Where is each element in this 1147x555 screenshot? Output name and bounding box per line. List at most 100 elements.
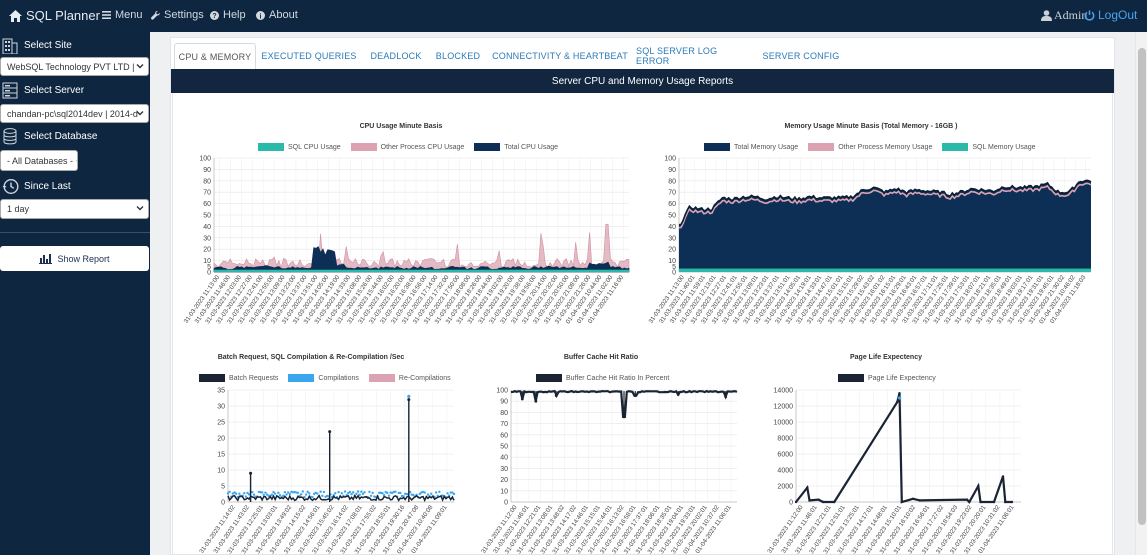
buffer-dip-point — [534, 399, 538, 403]
compilation-point — [322, 490, 326, 494]
select-site-label: Select Site — [0, 35, 72, 55]
y-tick-label: 50 — [203, 213, 211, 220]
compilation-point — [451, 491, 454, 494]
tab-connectivity-heartbeat[interactable]: CONNECTIVITY & HEARTBEAT — [492, 51, 628, 61]
buffer-dip-point — [520, 397, 524, 401]
compilation-point — [296, 491, 300, 494]
nav-menu-label: Menu — [115, 9, 143, 21]
compilation-point — [434, 491, 438, 494]
y-tick-label: 40 — [203, 224, 211, 231]
nav-about[interactable]: i About — [256, 9, 298, 21]
compilation-point — [348, 490, 352, 494]
legend-item[interactable]: Buffer Cache Hit Ratio In Percent — [536, 374, 669, 382]
tab-executed-queries[interactable]: EXECUTED QUERIES — [261, 51, 357, 61]
batch-spike-point — [328, 430, 332, 434]
tab-blocked[interactable]: BLOCKED — [435, 51, 481, 61]
compilation-peak-point — [407, 394, 411, 398]
y-tick-label: 20 — [217, 436, 225, 443]
legend-swatch — [350, 143, 377, 151]
y-tick-label: 80 — [668, 178, 676, 185]
legend-item[interactable]: Total CPU Usage — [474, 143, 558, 151]
legend-item[interactable]: Batch Requests — [199, 374, 278, 382]
sql-memory-area — [679, 268, 1091, 272]
y-tick-label: 100 — [664, 156, 676, 163]
ple-point — [808, 499, 811, 502]
legend-item[interactable]: Re-Compilations — [368, 374, 451, 382]
compilation-point — [418, 492, 422, 496]
tab-cpu-memory[interactable]: CPU & MEMORY — [174, 43, 256, 69]
compilation-point — [226, 492, 230, 495]
svg-text:i: i — [260, 13, 262, 20]
legend-item[interactable]: SQL Memory Usage — [942, 143, 1036, 151]
legend-item[interactable]: Total Memory Usage — [704, 143, 798, 151]
top-navbar: SQL Planner Menu Settings ? Help i About… — [0, 0, 1147, 32]
compilation-point — [438, 490, 441, 493]
legend-item[interactable]: Page Life Expectency — [838, 374, 936, 382]
since-last-select[interactable]: 1 day — [0, 199, 149, 219]
y-tick-label: 5 — [207, 264, 211, 271]
compilation-point — [277, 491, 280, 495]
legend-item[interactable]: Other Process CPU Usage — [350, 143, 464, 151]
nav-menu[interactable]: Menu — [102, 9, 143, 21]
compilation-point — [386, 491, 389, 495]
y-tick-label: 60 — [500, 432, 508, 439]
logout-link[interactable]: LogOut — [1084, 8, 1137, 22]
tab-deadlock[interactable]: DEADLOCK — [370, 51, 422, 61]
legend-swatch — [258, 143, 284, 151]
compilation-point — [272, 490, 275, 494]
since-last-label: Since Last — [0, 176, 71, 196]
compilation-point — [265, 493, 269, 496]
tab-server-config[interactable]: SERVER CONFIG — [762, 51, 840, 61]
y-tick-label: 20 — [500, 477, 508, 484]
compilation-point — [360, 490, 363, 493]
scrollbar-thumb[interactable] — [1138, 48, 1146, 525]
ple-point — [992, 500, 996, 504]
show-report-button[interactable]: Show Report — [0, 246, 149, 271]
y-tick-label: 80 — [203, 178, 211, 185]
compilation-point — [351, 491, 355, 494]
panel-title: Server CPU and Memory Usage Reports — [171, 69, 1114, 93]
total-memory-line — [678, 179, 1092, 226]
nav-help[interactable]: ? Help — [210, 9, 246, 21]
nav-settings[interactable]: Settings — [151, 9, 204, 21]
batch-requests-line — [227, 494, 455, 503]
legend-ple: Page Life Expectency — [838, 374, 946, 382]
y-tick-label: 30 — [217, 404, 225, 411]
y-tick-label: 100 — [199, 156, 211, 163]
legend-item[interactable]: Other Process Memory Usage — [808, 143, 932, 151]
legend-cpu: SQL CPU Usage Other Process CPU Usage To… — [258, 143, 568, 151]
chart-4-axes: 0200040006000800010000120001400031-03-20… — [766, 388, 1021, 555]
compilation-point — [430, 492, 433, 495]
site-select[interactable]: WebSQL Technology PVT LTD | — [0, 57, 149, 76]
y-tick-label: 6000 — [777, 452, 793, 459]
compilation-point — [301, 490, 304, 493]
server-select[interactable]: chandan-pc\sql2014dev | 2014-d — [0, 104, 149, 123]
compilation-point — [368, 490, 371, 494]
y-tick-label: 10 — [668, 258, 676, 265]
ple-point — [979, 500, 982, 504]
power-icon — [1084, 10, 1095, 21]
y-tick-label: 80 — [500, 410, 508, 417]
vertical-scrollbar[interactable] — [1135, 32, 1147, 555]
user-name: Admin — [1054, 8, 1088, 22]
database-select[interactable]: - All Databases - — [0, 150, 78, 171]
y-tick-label: 40 — [668, 224, 676, 231]
compilation-point — [337, 490, 340, 494]
y-tick-label: 0 — [789, 500, 793, 507]
legend-item[interactable]: SQL CPU Usage — [258, 143, 341, 151]
user-menu[interactable]: Admin — [1041, 8, 1087, 23]
ple-point — [911, 497, 915, 500]
other-memory-line — [678, 182, 1092, 229]
legend-item[interactable]: Compilations — [288, 374, 359, 382]
y-tick-label: 50 — [668, 213, 676, 220]
brand-title: SQL Planner — [26, 8, 100, 23]
history-clock-icon — [1, 177, 19, 195]
compilation-point — [369, 494, 373, 497]
ple-point — [821, 500, 825, 504]
compilation-point — [452, 492, 456, 496]
ple-point — [794, 500, 798, 504]
server-icon — [1, 81, 19, 99]
brand[interactable]: SQL Planner — [9, 8, 100, 23]
tab-sql-server-log-error[interactable]: SQL SERVER LOG ERROR — [636, 46, 718, 66]
